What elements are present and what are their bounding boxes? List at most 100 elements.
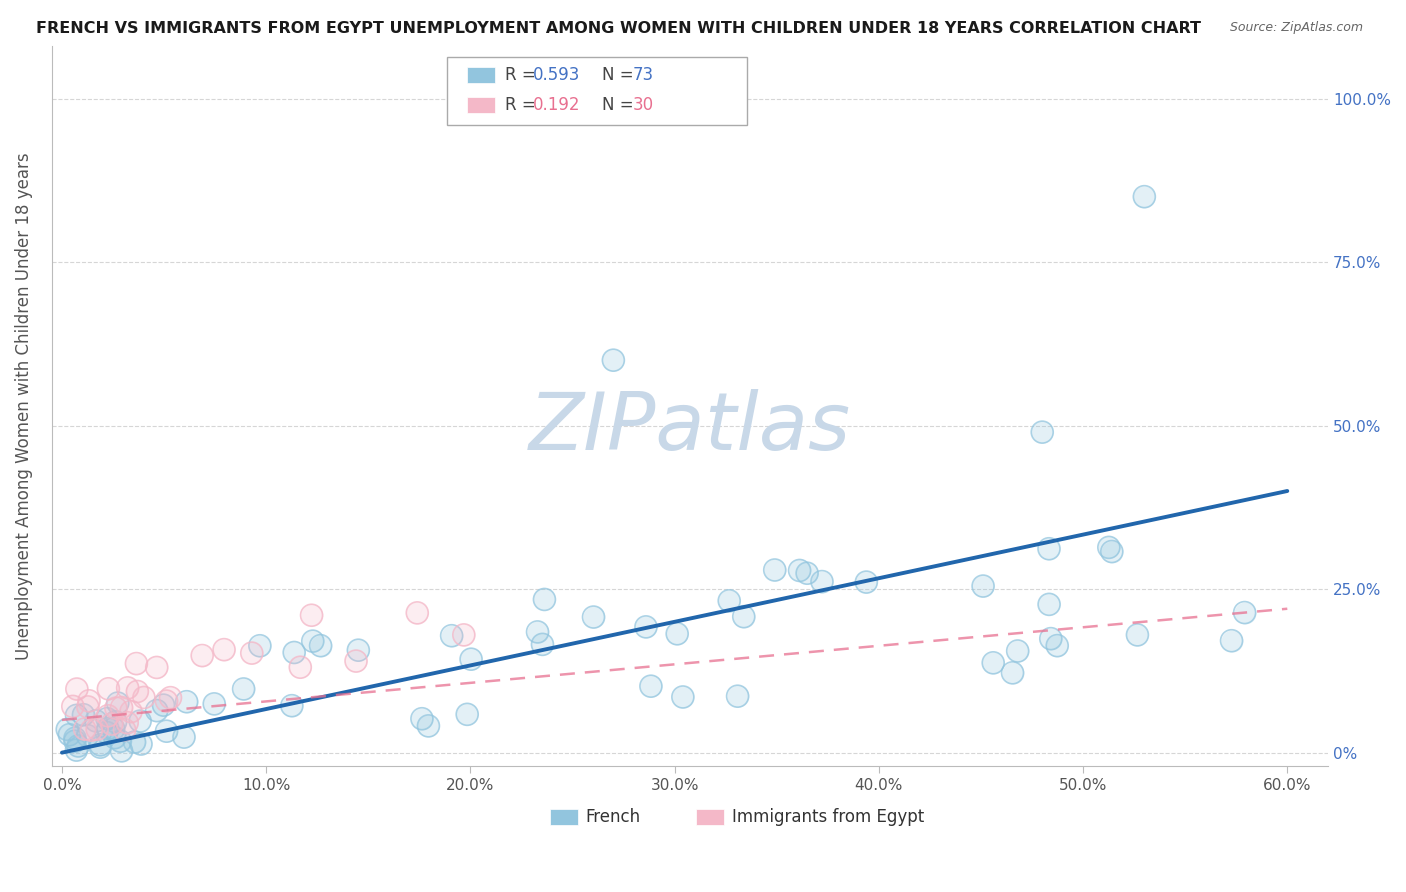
Text: 73: 73 xyxy=(633,66,654,84)
Point xyxy=(232,681,254,696)
Point xyxy=(155,724,177,739)
Point xyxy=(76,700,98,714)
Point xyxy=(672,690,695,704)
Point xyxy=(107,696,129,710)
Point xyxy=(453,628,475,642)
Point xyxy=(96,712,118,726)
FancyBboxPatch shape xyxy=(696,809,724,825)
Point xyxy=(104,701,127,715)
Point xyxy=(1007,644,1029,658)
Point xyxy=(526,624,548,639)
FancyBboxPatch shape xyxy=(550,809,578,825)
Point xyxy=(155,724,177,739)
Point xyxy=(191,648,214,663)
Point xyxy=(86,723,108,737)
Point xyxy=(582,610,605,624)
Point xyxy=(634,620,657,634)
Point xyxy=(114,723,136,737)
Point xyxy=(155,694,177,708)
Point xyxy=(125,657,148,671)
Point xyxy=(1038,598,1060,612)
Point xyxy=(152,698,174,712)
Point xyxy=(1031,425,1053,439)
Text: N =: N = xyxy=(602,66,638,84)
Point xyxy=(77,694,100,708)
FancyBboxPatch shape xyxy=(467,67,495,83)
Point xyxy=(89,740,111,755)
Point xyxy=(456,707,478,722)
Point xyxy=(796,566,818,581)
Point xyxy=(103,722,125,736)
Point xyxy=(796,566,818,581)
Point xyxy=(212,642,235,657)
Point xyxy=(145,660,167,674)
Point xyxy=(1126,628,1149,642)
Point xyxy=(152,698,174,712)
Point xyxy=(63,734,86,748)
Point xyxy=(97,722,120,736)
Point xyxy=(1038,598,1060,612)
Point xyxy=(281,698,304,713)
Point xyxy=(62,699,84,714)
Point xyxy=(533,592,555,607)
Point xyxy=(191,648,214,663)
Point xyxy=(63,731,86,746)
Point xyxy=(232,681,254,696)
Point xyxy=(76,729,98,743)
Point xyxy=(1031,425,1053,439)
Point xyxy=(65,708,87,723)
Point xyxy=(1220,633,1243,648)
Text: ZIPatlas: ZIPatlas xyxy=(529,389,851,467)
Point xyxy=(145,660,167,674)
Point xyxy=(602,353,624,368)
Point xyxy=(1039,632,1062,646)
Point xyxy=(1001,665,1024,680)
Point xyxy=(290,660,312,674)
Point xyxy=(129,714,152,728)
Point xyxy=(66,681,89,696)
Point xyxy=(100,717,122,731)
Point xyxy=(65,708,87,723)
FancyBboxPatch shape xyxy=(447,57,748,126)
Point xyxy=(453,628,475,642)
Point xyxy=(1133,189,1156,203)
Point xyxy=(811,574,834,589)
Point xyxy=(97,708,120,723)
Point xyxy=(763,563,786,577)
Point xyxy=(65,743,87,757)
Text: 0.192: 0.192 xyxy=(533,96,581,114)
Point xyxy=(981,656,1004,670)
Point xyxy=(65,743,87,757)
Point xyxy=(1046,639,1069,653)
Point xyxy=(733,609,755,624)
Point xyxy=(301,608,323,623)
Point xyxy=(1038,541,1060,556)
Point xyxy=(301,634,323,648)
Point xyxy=(240,646,263,660)
Point xyxy=(1233,606,1256,620)
Point xyxy=(145,704,167,718)
Point xyxy=(309,639,332,653)
Point xyxy=(62,699,84,714)
Point xyxy=(666,627,689,641)
Point xyxy=(1133,189,1156,203)
Point xyxy=(1038,541,1060,556)
Point xyxy=(173,730,195,744)
Point xyxy=(240,646,263,660)
Y-axis label: Unemployment Among Women with Children Under 18 years: Unemployment Among Women with Children U… xyxy=(15,153,32,660)
Point xyxy=(125,657,148,671)
Point xyxy=(789,564,811,578)
Point xyxy=(789,564,811,578)
Point xyxy=(634,620,657,634)
Point xyxy=(104,714,127,729)
Point xyxy=(460,652,482,666)
Point xyxy=(347,643,370,657)
Point xyxy=(411,712,433,726)
Point xyxy=(460,652,482,666)
Point xyxy=(972,579,994,593)
Point xyxy=(58,728,80,742)
Point xyxy=(283,645,305,659)
Point xyxy=(80,723,103,738)
Point xyxy=(1046,639,1069,653)
Point xyxy=(117,681,139,695)
